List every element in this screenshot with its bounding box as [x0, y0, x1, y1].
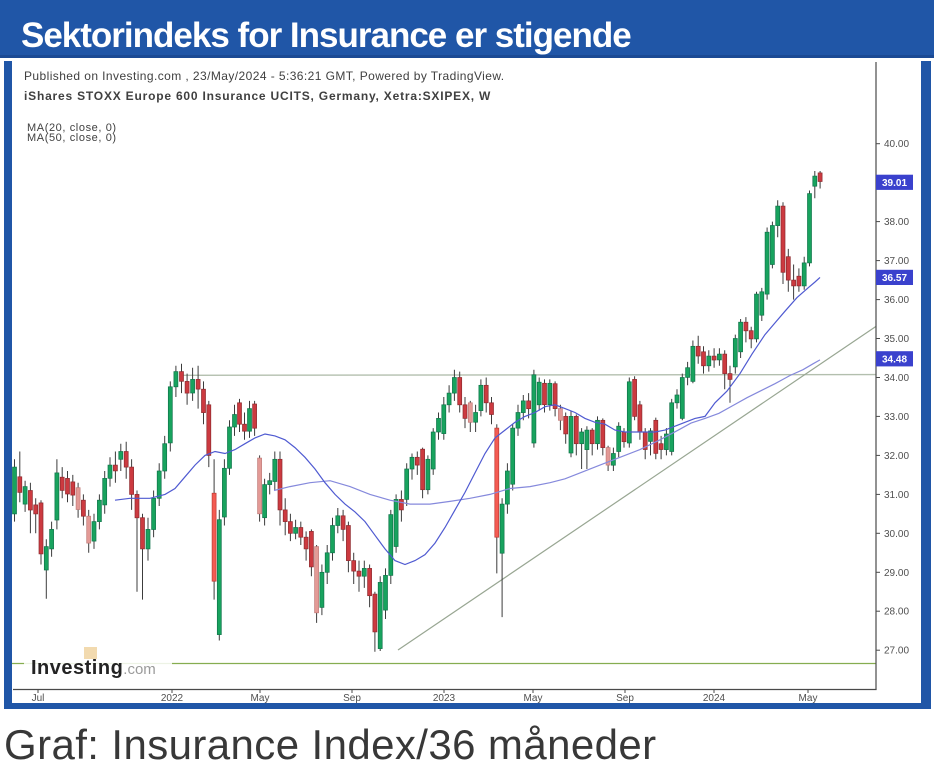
svg-text:36.00: 36.00 [884, 295, 909, 306]
svg-text:May: May [799, 693, 818, 704]
svg-text:Investing.com: Investing.com [31, 657, 156, 679]
svg-text:29.00: 29.00 [884, 568, 909, 579]
svg-text:Sep: Sep [343, 693, 361, 704]
svg-text:27.00: 27.00 [884, 646, 909, 657]
svg-text:28.00: 28.00 [884, 607, 909, 618]
svg-text:35.00: 35.00 [884, 334, 909, 345]
svg-text:iShares STOXX Europe 600 Insur: iShares STOXX Europe 600 Insurance UCITS… [24, 89, 491, 103]
svg-text:31.00: 31.00 [884, 490, 909, 501]
svg-text:Published on Investing.com , 2: Published on Investing.com , 23/May/2024… [24, 69, 505, 83]
svg-text:2023: 2023 [433, 693, 456, 704]
svg-text:MA(20, close, 0): MA(20, close, 0) [27, 122, 117, 134]
svg-text:May: May [524, 693, 543, 704]
svg-text:32.00: 32.00 [884, 451, 909, 462]
svg-text:36.57: 36.57 [882, 273, 907, 284]
svg-text:33.00: 33.00 [884, 412, 909, 423]
svg-text:2024: 2024 [703, 693, 726, 704]
svg-text:MA(50, close, 0): MA(50, close, 0) [27, 132, 117, 144]
svg-text:39.01: 39.01 [882, 178, 907, 189]
svg-text:40.00: 40.00 [884, 139, 909, 150]
svg-text:38.00: 38.00 [884, 217, 909, 228]
svg-text:34.48: 34.48 [882, 354, 907, 365]
svg-text:37.00: 37.00 [884, 256, 909, 267]
svg-text:Jul: Jul [32, 693, 45, 704]
svg-text:2022: 2022 [161, 693, 184, 704]
svg-text:34.00: 34.00 [884, 373, 909, 384]
svg-text:30.00: 30.00 [884, 529, 909, 540]
svg-text:May: May [251, 693, 270, 704]
svg-text:Sep: Sep [616, 693, 634, 704]
